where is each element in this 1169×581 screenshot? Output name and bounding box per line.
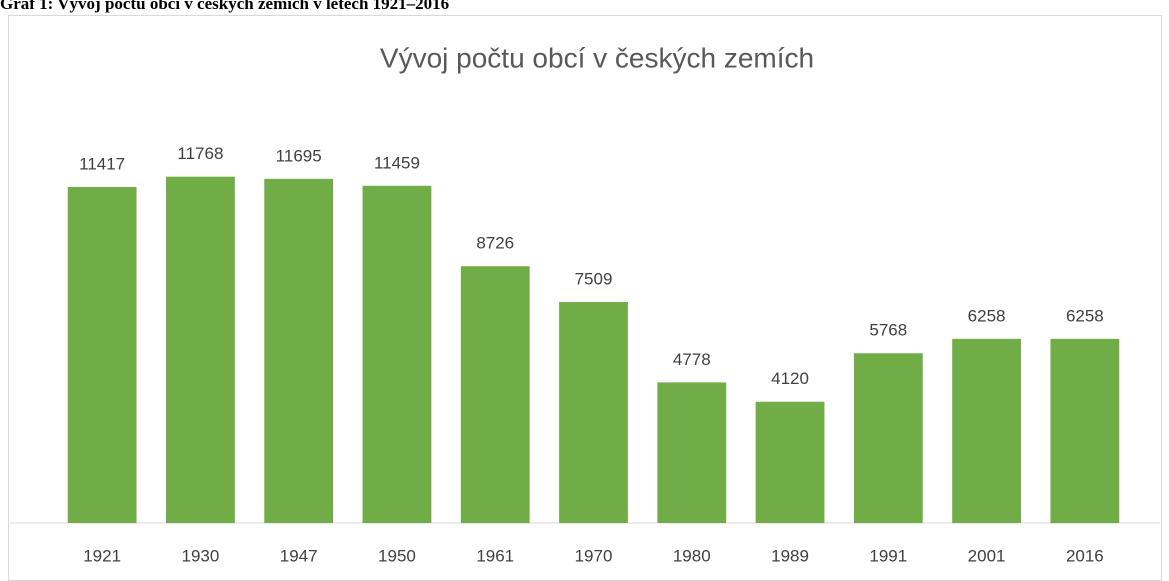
caption: Graf 1: Vývoj počtu obcí v českých zemíc… [0, 0, 449, 13]
chart-title: Vývoj počtu obcí v českých zemích [380, 42, 814, 73]
x-tick-label: 1980 [673, 546, 711, 565]
bar [853, 353, 923, 523]
bar [559, 302, 628, 523]
x-tick-label: 1947 [280, 546, 318, 565]
bar [67, 187, 137, 523]
data-label: 8726 [476, 234, 514, 253]
bar [657, 382, 727, 523]
data-label: 6258 [1066, 306, 1104, 325]
x-tick-label: 1989 [771, 546, 809, 565]
data-label: 5768 [869, 321, 907, 340]
x-tick-label: 1950 [378, 546, 416, 565]
data-label: 6258 [968, 306, 1006, 325]
data-label: 4120 [771, 369, 809, 388]
x-tick-label: 1991 [869, 546, 907, 565]
bar [264, 178, 334, 523]
data-label: 11417 [79, 154, 125, 173]
x-tick-label: 2016 [1066, 546, 1104, 565]
bar [1050, 338, 1120, 523]
data-label: 11695 [276, 146, 322, 165]
x-tick-label: 2001 [968, 546, 1006, 565]
bar [460, 266, 530, 523]
x-tick-label: 1930 [181, 546, 219, 565]
bar [755, 401, 825, 523]
x-tick-label: 1961 [476, 546, 514, 565]
data-label: 4778 [673, 350, 711, 369]
x-tick-label: 1970 [575, 546, 613, 565]
data-label: 11459 [374, 153, 420, 172]
bar [952, 338, 1021, 523]
bar [166, 176, 235, 523]
data-label: 11768 [177, 144, 223, 163]
data-label: 7509 [575, 270, 613, 289]
bar [362, 185, 432, 523]
x-tick-label: 1921 [83, 546, 121, 565]
